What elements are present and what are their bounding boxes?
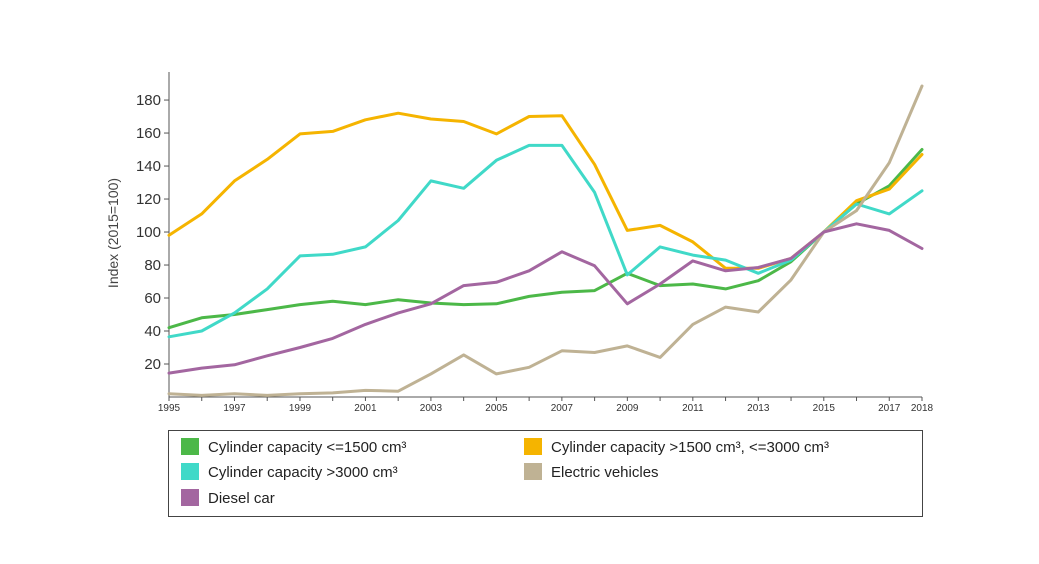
x-tick-label: 2009 (616, 403, 639, 414)
y-tick-label: 180 (136, 92, 161, 109)
y-tick-label: 20 (144, 356, 161, 373)
x-axis-ticks: 1995 1997 1999 2001 2003 2005 2007 2009 2011 2013… (158, 397, 934, 414)
y-axis-title: Index (2015=100) (105, 178, 121, 288)
legend-label: Cylinder capacity <=1500 cm³ (208, 439, 406, 456)
y-tick-label: 160 (136, 125, 161, 142)
y-tick-label: 120 (136, 191, 161, 208)
x-tick-label: 2018 (911, 403, 934, 414)
legend-swatch (524, 463, 542, 480)
legend-label: Diesel car (208, 490, 275, 507)
series-lines (167, 84, 924, 397)
y-tick-label: 140 (136, 158, 161, 175)
series-line-5 (167, 222, 924, 375)
legend-swatch (524, 438, 542, 455)
x-tick-label: 2007 (551, 403, 574, 414)
legend-swatch (181, 438, 199, 455)
series-line-4 (167, 84, 924, 397)
y-tick-label: 100 (136, 224, 161, 241)
x-tick-label: 1999 (289, 403, 312, 414)
x-tick-label: 2015 (813, 403, 836, 414)
legend-box (168, 430, 923, 517)
legend-swatch (181, 463, 199, 480)
legend-swatch (181, 489, 199, 506)
chart-axes (168, 72, 922, 398)
legend-label: Cylinder capacity >3000 cm³ (208, 464, 398, 481)
x-tick-label: 2001 (354, 403, 377, 414)
series-line-1 (167, 148, 924, 330)
legend: Cylinder capacity <=1500 cm³ Cylinder cap… (168, 430, 923, 517)
y-tick-label: 40 (144, 323, 161, 340)
x-tick-label: 2005 (485, 403, 508, 414)
x-tick-label: 2003 (420, 403, 443, 414)
x-tick-label: 1995 (158, 403, 181, 414)
legend-label: Electric vehicles (551, 464, 659, 481)
y-tick-label: 80 (144, 257, 161, 274)
x-tick-label: 2017 (878, 403, 901, 414)
legend-label: Cylinder capacity >1500 cm³, <=3000 cm³ (551, 439, 829, 456)
x-tick-label: 2013 (747, 403, 770, 414)
x-tick-label: 2011 (682, 403, 704, 414)
x-tick-label: 1997 (223, 403, 246, 414)
y-tick-label: 60 (144, 290, 161, 307)
y-axis-ticks: 20 40 60 80 100 120 140 160 180 (136, 92, 169, 373)
